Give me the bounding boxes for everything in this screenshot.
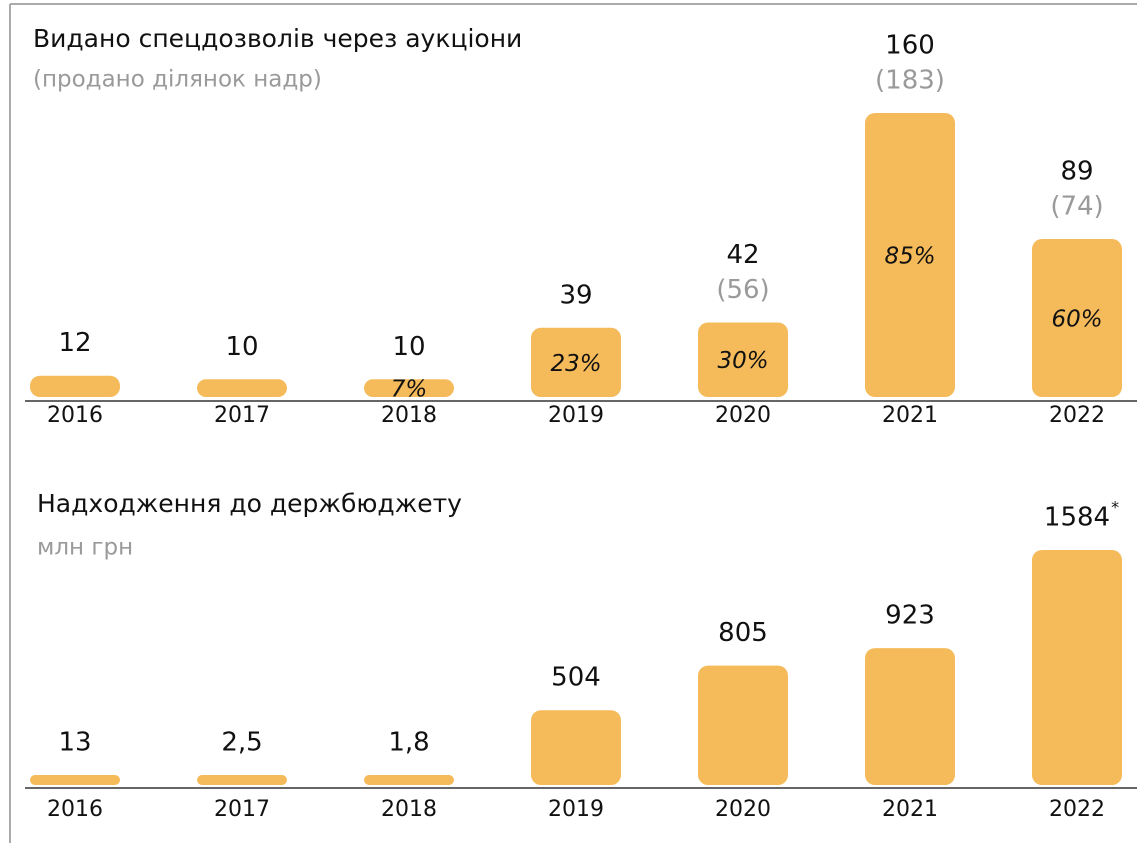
value-label: 504 bbox=[551, 663, 601, 693]
chart-subtitle: (продано ділянок надр) bbox=[33, 67, 322, 93]
value-label: 89 bbox=[1060, 157, 1093, 187]
x-tick-label: 2016 bbox=[47, 797, 103, 822]
value-label: 805 bbox=[718, 618, 768, 648]
sold-label: (74) bbox=[1050, 192, 1103, 222]
share-label: 23% bbox=[550, 351, 601, 377]
value-label: 2,5 bbox=[221, 728, 262, 758]
x-tick-label: 2022 bbox=[1049, 403, 1105, 428]
bar bbox=[1032, 239, 1122, 397]
value-label: 160 bbox=[885, 31, 935, 61]
x-tick-label: 2017 bbox=[214, 797, 270, 822]
chart-title: Надходження до держбюджету bbox=[37, 489, 462, 518]
value-label: 13 bbox=[58, 728, 91, 758]
bar bbox=[531, 327, 621, 397]
value-label: 10 bbox=[392, 332, 425, 362]
bar bbox=[865, 648, 955, 785]
value-label: 1,8 bbox=[388, 728, 429, 758]
bar bbox=[865, 113, 955, 397]
footnote-mark: * bbox=[1111, 498, 1119, 517]
x-tick-label: 2020 bbox=[715, 403, 771, 428]
x-tick-label: 2017 bbox=[214, 403, 270, 428]
value-label: 42 bbox=[726, 240, 759, 270]
x-tick-label: 2022 bbox=[1049, 797, 1105, 822]
value-label: 1584 bbox=[1044, 503, 1110, 533]
value-label: 10 bbox=[225, 332, 258, 362]
bar bbox=[698, 322, 788, 397]
bar bbox=[364, 775, 454, 785]
value-label: 39 bbox=[559, 280, 592, 310]
sold-label: (56) bbox=[716, 275, 769, 305]
x-tick-label: 2019 bbox=[548, 797, 604, 822]
bar bbox=[30, 375, 120, 397]
value-label: 12 bbox=[58, 328, 91, 358]
bar bbox=[364, 379, 454, 397]
x-tick-label: 2021 bbox=[882, 797, 938, 822]
x-tick-label: 2018 bbox=[381, 403, 437, 428]
x-tick-label: 2021 bbox=[882, 403, 938, 428]
bar bbox=[197, 379, 287, 397]
share-label: 7% bbox=[391, 377, 428, 403]
share-label: 30% bbox=[717, 348, 768, 374]
chart-subtitle: млн грн bbox=[37, 535, 133, 561]
sold-label: (183) bbox=[875, 66, 945, 96]
bar bbox=[1032, 550, 1122, 785]
bar bbox=[698, 665, 788, 785]
value-label: 923 bbox=[885, 601, 935, 631]
x-tick-label: 2016 bbox=[47, 403, 103, 428]
chart-title: Видано спецдозволів через аукціони bbox=[33, 24, 522, 53]
bar bbox=[197, 775, 287, 785]
share-label: 60% bbox=[1051, 307, 1102, 333]
x-tick-label: 2019 bbox=[548, 403, 604, 428]
x-tick-label: 2018 bbox=[381, 797, 437, 822]
bar bbox=[30, 775, 120, 785]
share-label: 85% bbox=[884, 244, 935, 270]
bar bbox=[531, 710, 621, 785]
x-tick-label: 2020 bbox=[715, 797, 771, 822]
